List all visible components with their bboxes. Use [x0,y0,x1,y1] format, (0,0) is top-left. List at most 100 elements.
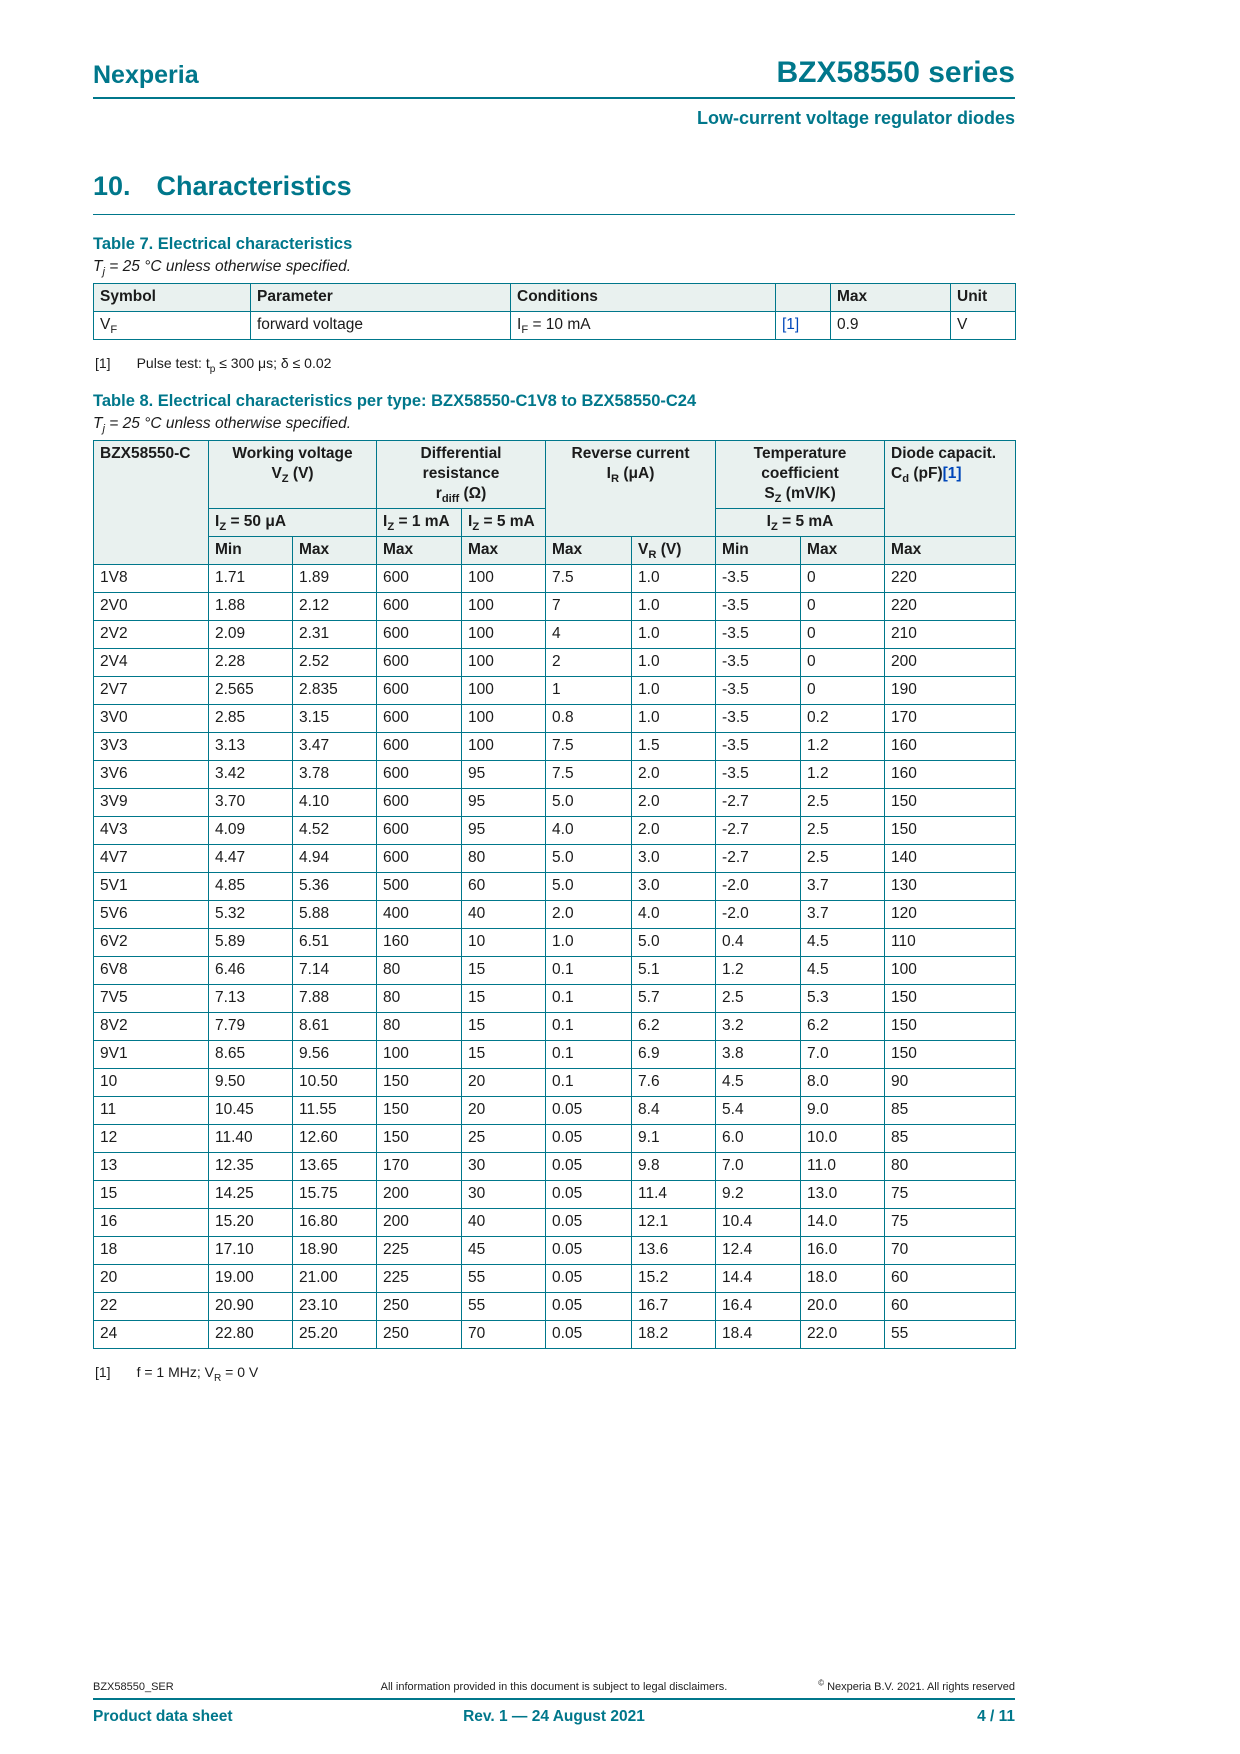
table8-header-row-3: Min Max Max Max Max VR (V) Min Max Max [94,536,1017,565]
table8-row: 9V1 8.65 9.56 100 15 0.1 6.9 3.8 7.0 150 [93,1040,1017,1069]
table8-type-cell: 13 [93,1152,209,1181]
table8-value-cell: 8.61 [291,1012,378,1041]
table8-value-cell: 12.60 [291,1124,378,1153]
series-title: BZX58550 series [776,56,1015,89]
table8-value-cell: 5.89 [208,928,293,957]
table8-value-cell: 0.05 [545,1124,633,1153]
table8-value-cell: 7.5 [545,564,633,593]
table8-value-cell: 2.85 [208,704,293,733]
table8-type-cell: 3V0 [93,704,209,733]
table8-type-cell: 4V7 [93,844,209,873]
ref-link[interactable]: [1] [775,311,831,340]
th-parameter: Parameter [250,283,511,312]
doc-type: Product data sheet [93,1708,233,1725]
table8-value-cell: 150 [376,1124,463,1153]
table8-value-cell: -3.5 [715,648,802,677]
table8-type-cell: 6V8 [93,956,209,985]
table8-value-cell: 30 [461,1152,547,1181]
table8-value-cell: 2.5 [800,816,886,845]
th-max: Max [830,283,951,312]
table8-value-cell: 5.88 [291,900,378,929]
table8-value-cell: 3.7 [800,900,886,929]
table8-value-cell: 80 [376,1012,463,1041]
table8-value-cell: -3.5 [715,676,802,705]
table8-value-cell: 55 [461,1264,547,1293]
table8-row: 24 22.80 25.20 250 70 0.05 18.2 18.4 22.0 55 [93,1320,1017,1349]
table8-value-cell: 9.50 [208,1068,293,1097]
table8-value-cell: 6.2 [631,1012,717,1041]
table8-value-cell: 80 [884,1152,1017,1181]
table8-value-cell: 9.2 [715,1180,802,1209]
table8-value-cell: 0 [800,620,886,649]
table8-row: 5V6 5.32 5.88 400 40 2.0 4.0 -2.0 3.7 120 [93,900,1017,929]
table8-value-cell: 0.05 [545,1180,633,1209]
th-symbol: Symbol [93,283,251,312]
table8-value-cell: 60 [461,872,547,901]
table8-value-cell: 5.0 [545,844,633,873]
table8-value-cell: 1.2 [800,760,886,789]
table8-value-cell: 1.89 [291,564,378,593]
th-max-cd: Max [884,536,1017,565]
table8-value-cell: 10.50 [291,1068,378,1097]
table8-row: 1V8 1.71 1.89 600 100 7.5 1.0 -3.5 0 220 [93,564,1017,593]
table8-type-cell: 2V2 [93,620,209,649]
table8-type-cell: 15 [93,1180,209,1209]
table8-type-cell: 1V8 [93,564,209,593]
table8-value-cell: 2.0 [631,816,717,845]
table8-row: 11 10.45 11.55 150 20 0.05 8.4 5.4 9.0 85 [93,1096,1017,1125]
page-header: Nexperia BZX58550 series [93,56,1015,90]
table8-value-cell: 9.0 [800,1096,886,1125]
table8-value-cell: 0.05 [545,1152,633,1181]
table8-value-cell: 1.71 [208,564,293,593]
table8-value-cell: 7.6 [631,1068,717,1097]
footnote-index: [1] [95,355,111,371]
table8-value-cell: 60 [884,1292,1017,1321]
table8-value-cell: 2.0 [545,900,633,929]
table8-value-cell: 4.10 [291,788,378,817]
table8-value-cell: 600 [376,592,463,621]
table8-value-cell: 6.46 [208,956,293,985]
table8-value-cell: 220 [884,592,1017,621]
table8-value-cell: 40 [461,1208,547,1237]
table8-row: 10 9.50 10.50 150 20 0.1 7.6 4.5 8.0 90 [93,1068,1017,1097]
table8-value-cell: 2.12 [291,592,378,621]
th-type: BZX58550-C [93,440,209,565]
table8-value-cell: 600 [376,648,463,677]
table7-condition: Tj = 25 °C unless otherwise specified. [93,258,352,279]
table8-value-cell: 110 [884,928,1017,957]
table8-value-cell: 0.05 [545,1292,633,1321]
table8-row: 3V9 3.70 4.10 600 95 5.0 2.0 -2.7 2.5 150 [93,788,1017,817]
table8-value-cell: 4.5 [715,1068,802,1097]
table8-value-cell: 30 [461,1180,547,1209]
table8-value-cell: 25.20 [291,1320,378,1349]
table8-value-cell: 13.6 [631,1236,717,1265]
table8-value-cell: 600 [376,844,463,873]
table8-value-cell: 1.88 [208,592,293,621]
footnote-text: Pulse test: tp ≤ 300 μs; δ ≤ 0.02 [136,355,332,375]
table8-type-cell: 6V2 [93,928,209,957]
header-rule [93,97,1015,99]
table8-row: 20 19.00 21.00 225 55 0.05 15.2 14.4 18.0 60 [93,1264,1017,1293]
table8-value-cell: 225 [376,1264,463,1293]
table8-row: 2V4 2.28 2.52 600 100 2 1.0 -3.5 0 200 [93,648,1017,677]
table8-type-cell: 16 [93,1208,209,1237]
table8-value-cell: 0.05 [545,1264,633,1293]
table8-value-cell: -3.5 [715,704,802,733]
table8-value-cell: 150 [884,816,1017,845]
table8-value-cell: 5.0 [545,788,633,817]
table8-value-cell: -3.5 [715,732,802,761]
ref-link[interactable]: [1] [942,465,962,482]
table8-value-cell: 22.80 [208,1320,293,1349]
th-iz-50ua: IZ = 50 μA [207,508,378,537]
legal-disclaimer: All information provided in this documen… [380,1681,728,1693]
table8-type-cell: 5V1 [93,872,209,901]
th-max-vz: Max [291,536,378,565]
table8-value-cell: 55 [884,1320,1017,1349]
table8-value-cell: -2.0 [715,872,802,901]
table8-value-cell: 9.56 [291,1040,378,1069]
table8-value-cell: 0.05 [545,1208,633,1237]
table8-row: 7V5 7.13 7.88 80 15 0.1 5.7 2.5 5.3 150 [93,984,1017,1013]
th-max-rdiff-1ma: Max [376,536,463,565]
table8-value-cell: 10.0 [800,1124,886,1153]
table8-value-cell: 13.0 [800,1180,886,1209]
